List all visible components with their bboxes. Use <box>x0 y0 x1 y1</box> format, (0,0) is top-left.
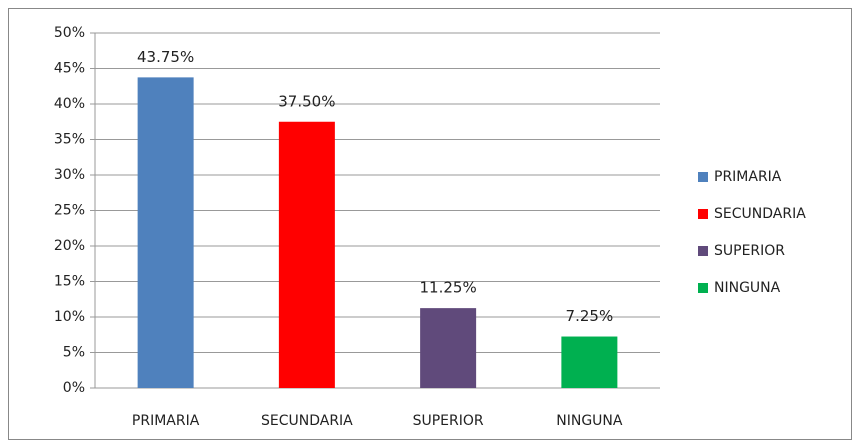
bar <box>420 308 477 388</box>
y-tick-label: 35% <box>54 132 85 148</box>
x-tick-label: PRIMARIA <box>132 413 200 429</box>
bar <box>137 77 194 388</box>
legend-label: NINGUNA <box>714 280 781 296</box>
y-tick-label: 40% <box>54 96 85 112</box>
y-tick-label: 45% <box>54 61 85 77</box>
bar <box>278 121 335 388</box>
legend-label: SECUNDARIA <box>714 206 806 222</box>
data-label: 7.25% <box>566 307 614 325</box>
legend-label: SUPERIOR <box>714 243 785 259</box>
legend-swatch <box>698 283 708 293</box>
y-tick-label: 20% <box>54 238 85 254</box>
legend-label: PRIMARIA <box>714 169 782 185</box>
data-label: 11.25% <box>420 279 477 297</box>
bar <box>561 336 618 388</box>
x-tick-label: SECUNDARIA <box>261 413 353 429</box>
y-tick-label: 5% <box>63 345 85 361</box>
legend-swatch <box>698 209 708 219</box>
x-tick-label: SUPERIOR <box>413 413 484 429</box>
y-tick-label: 10% <box>54 309 85 325</box>
y-tick-label: 0% <box>63 380 85 396</box>
data-label: 37.50% <box>278 92 335 110</box>
data-label: 43.75% <box>137 48 194 66</box>
y-tick-label: 15% <box>54 274 85 290</box>
legend-swatch <box>698 246 708 256</box>
y-tick-label: 50% <box>54 25 85 41</box>
legend-swatch <box>698 172 708 182</box>
x-tick-label: NINGUNA <box>556 413 623 429</box>
y-tick-label: 25% <box>54 203 85 219</box>
y-tick-label: 30% <box>54 167 85 183</box>
